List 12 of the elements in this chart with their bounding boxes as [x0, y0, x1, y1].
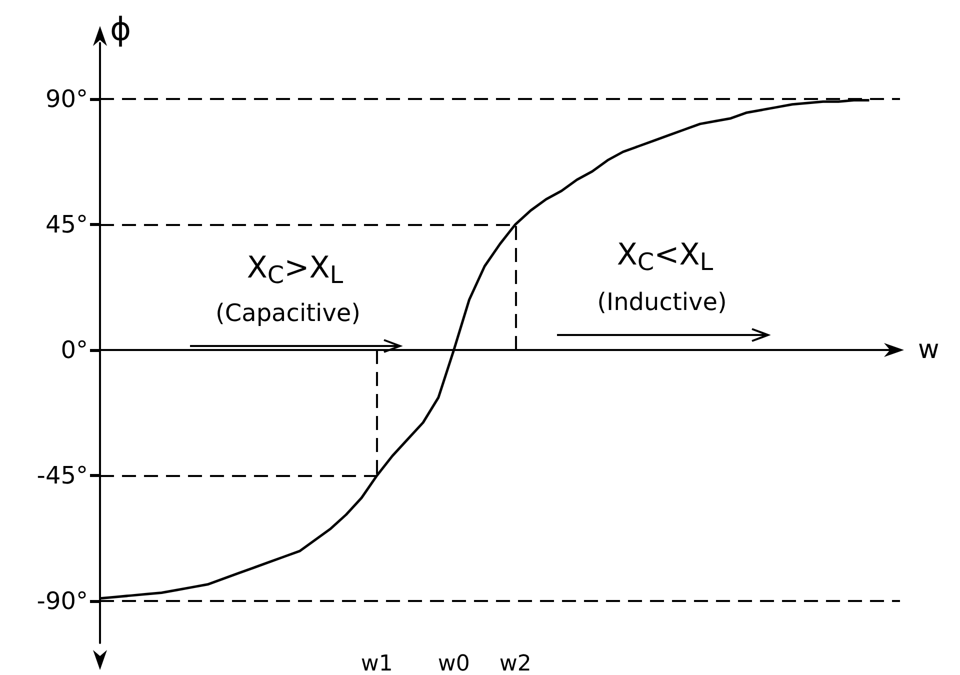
x-tick-label: w0 — [438, 652, 470, 675]
y-tick-label: 45° — [45, 210, 88, 238]
y-axis-title: ϕ — [110, 10, 132, 48]
annotation: (Capacitive) — [215, 299, 361, 327]
y-tick-label: 90° — [45, 84, 88, 113]
x-tick-label: w2 — [499, 652, 532, 675]
annotation: (Inductive) — [597, 288, 727, 316]
y-tick-label: -90° — [36, 587, 88, 616]
y-tick-label: 0° — [60, 336, 88, 364]
x-axis-title: w — [918, 334, 940, 365]
y-tick-label: -45° — [36, 462, 88, 490]
x-tick-label: w1 — [360, 652, 393, 675]
